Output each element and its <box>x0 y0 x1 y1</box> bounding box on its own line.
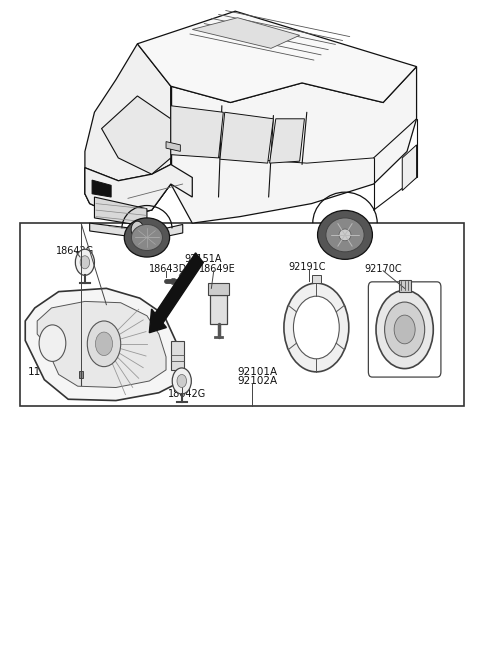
Circle shape <box>131 221 144 238</box>
Polygon shape <box>220 112 274 163</box>
Bar <box>171 341 184 370</box>
Circle shape <box>172 368 192 394</box>
Text: 92191C: 92191C <box>288 262 326 272</box>
Ellipse shape <box>132 225 162 251</box>
Ellipse shape <box>339 229 351 241</box>
FancyArrow shape <box>149 253 204 333</box>
Polygon shape <box>137 11 417 102</box>
Text: 92170C: 92170C <box>364 264 402 274</box>
Bar <box>399 280 411 291</box>
Circle shape <box>293 296 339 359</box>
Circle shape <box>39 325 66 362</box>
Text: 92101A: 92101A <box>238 367 278 377</box>
Circle shape <box>284 283 349 372</box>
Polygon shape <box>85 164 171 217</box>
Polygon shape <box>85 164 192 217</box>
Ellipse shape <box>326 218 364 252</box>
Polygon shape <box>85 44 171 217</box>
Ellipse shape <box>124 218 169 257</box>
Circle shape <box>376 290 433 369</box>
Text: 18642G: 18642G <box>168 389 207 399</box>
Polygon shape <box>90 223 183 240</box>
Polygon shape <box>171 105 223 158</box>
Circle shape <box>75 250 95 275</box>
Text: 1125AA: 1125AA <box>28 367 69 377</box>
Circle shape <box>80 255 90 269</box>
Polygon shape <box>166 141 180 151</box>
Bar <box>79 371 84 379</box>
Polygon shape <box>95 197 147 227</box>
Text: 92102A: 92102A <box>238 376 278 386</box>
Bar <box>208 283 229 295</box>
Polygon shape <box>92 180 111 197</box>
Circle shape <box>96 332 113 356</box>
Polygon shape <box>102 96 171 174</box>
Text: 18649E: 18649E <box>199 264 235 274</box>
Polygon shape <box>171 67 417 223</box>
Text: 18642G: 18642G <box>56 246 95 256</box>
Text: 92151A: 92151A <box>184 254 222 264</box>
Ellipse shape <box>318 210 372 259</box>
Circle shape <box>394 315 415 344</box>
Polygon shape <box>25 288 180 401</box>
Circle shape <box>177 375 187 388</box>
Polygon shape <box>37 301 166 388</box>
Circle shape <box>87 321 120 367</box>
Polygon shape <box>402 145 417 191</box>
Bar <box>210 295 227 324</box>
Bar <box>312 275 321 283</box>
Text: 18643D: 18643D <box>149 264 188 274</box>
Polygon shape <box>270 119 304 163</box>
Circle shape <box>384 302 425 357</box>
Bar <box>21 223 464 405</box>
Polygon shape <box>192 18 300 48</box>
